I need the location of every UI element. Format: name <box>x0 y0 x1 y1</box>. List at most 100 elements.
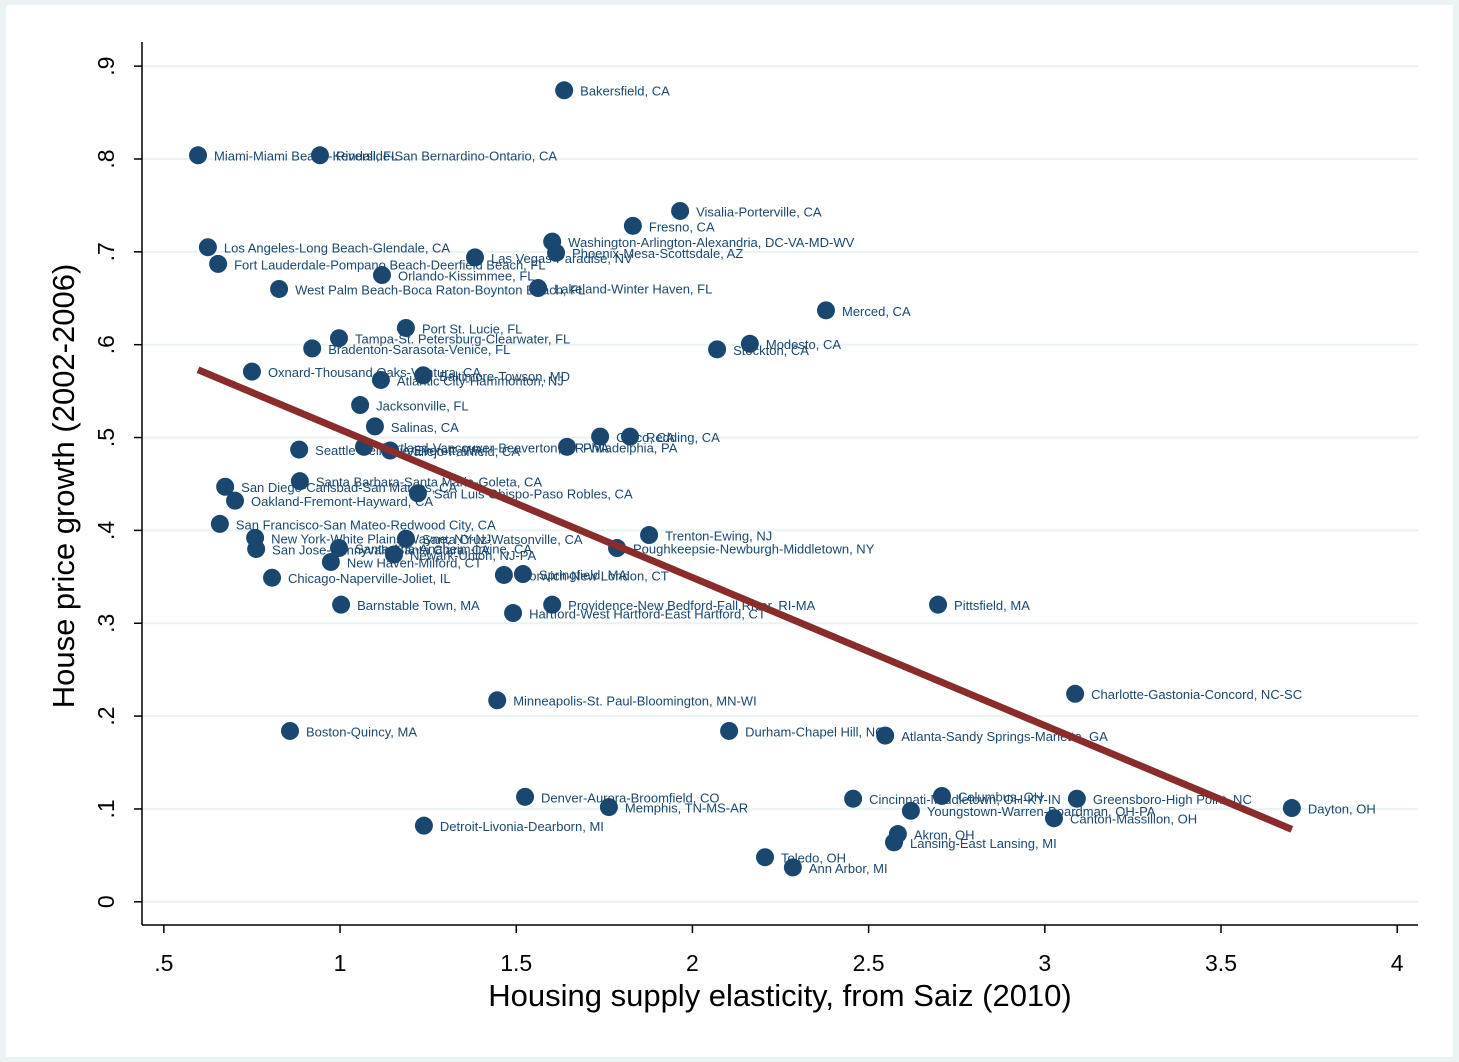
point <box>310 146 329 165</box>
point <box>408 484 427 503</box>
point-label: San Francisco-San Mateo-Redwood City, CA <box>236 517 496 532</box>
point <box>504 604 523 623</box>
point-label: Oakland-Fremont-Hayward, CA <box>251 494 433 509</box>
y-tick-label: .7 <box>93 242 119 261</box>
point <box>329 329 348 348</box>
y-tick-label: .1 <box>93 799 119 818</box>
point-label: Atlantic City-Hammonton, NJ <box>397 373 564 388</box>
point <box>720 721 739 740</box>
point <box>929 595 948 614</box>
point-label: Charlotte-Gastonia-Concord, NC-SC <box>1091 687 1302 702</box>
point-label: Memphis, TN-MS-AR <box>625 801 748 816</box>
point-label: Vallejo-Fairfield, CA <box>406 444 520 459</box>
point-label: New York-White Plains-Wayne, NY-NJ <box>271 531 491 546</box>
y-tick-label: .8 <box>93 149 119 168</box>
point <box>623 216 642 235</box>
point <box>494 565 513 584</box>
point-label: Denver-Aurora-Broomfield, CO <box>541 790 719 805</box>
x-tick-label: .5 <box>154 950 173 976</box>
point <box>901 801 920 820</box>
marks-layer: Bakersfield, CA Miami-Miami Beach-Kendall… <box>189 81 1376 877</box>
point <box>365 417 384 436</box>
point <box>529 279 548 298</box>
point-label: Modesto, CA <box>766 337 841 352</box>
point-label: Minneapolis-St. Paul-Bloomington, MN-WI <box>513 694 756 709</box>
point <box>209 254 228 273</box>
point <box>466 248 485 267</box>
point <box>557 437 576 456</box>
point <box>844 789 863 808</box>
point-label: Orlando-Kissimmee, FL <box>398 268 535 283</box>
point-label: Redding, CA <box>646 430 720 445</box>
point-label: Hartford-West Hartford-East Hartford, CT <box>529 606 766 621</box>
point <box>932 786 951 805</box>
point-label: Philadelphia, PA <box>583 440 678 455</box>
x-tick-label: 1 <box>334 950 347 976</box>
point <box>281 721 300 740</box>
point <box>303 339 322 358</box>
point <box>332 595 351 614</box>
point <box>555 81 574 100</box>
x-tick-label: 1.5 <box>500 950 532 976</box>
point <box>1282 799 1301 818</box>
point-label: Dayton, OH <box>1308 801 1376 816</box>
y-tick-label: .4 <box>93 521 119 540</box>
point <box>599 798 618 817</box>
point <box>198 238 217 257</box>
point-label: Newark-Union, NJ-PA <box>410 548 537 563</box>
point <box>270 279 289 298</box>
y-tick-label: .9 <box>93 57 119 76</box>
point-label: San Diego-Carlsbad-San Marcos, CA <box>241 480 457 495</box>
point <box>1067 789 1086 808</box>
point-label: Akron, OH <box>914 827 975 842</box>
point <box>488 691 507 710</box>
y-tick-label: .3 <box>93 614 119 633</box>
point-label: Los Angeles-Long Beach-Glendale, CA <box>224 241 451 256</box>
point-label: Riverside-San Bernardino-Ontario, CA <box>336 149 557 164</box>
point <box>591 427 610 446</box>
point <box>290 440 309 459</box>
point-label: Canton-Massillon, OH <box>1070 812 1197 827</box>
point-label: New Haven-Milford, CT <box>347 555 482 570</box>
point-label: Durham-Chapel Hill, NC <box>745 724 884 739</box>
point <box>242 362 261 381</box>
point-label: Lakeland-Winter Haven, FL <box>554 281 712 296</box>
point <box>371 370 390 389</box>
point-label: Port St. Lucie, FL <box>422 321 522 336</box>
point-label: Fort Lauderdale-Pompano Beach-Deerfield … <box>234 257 545 272</box>
point <box>543 595 562 614</box>
x-tick-label: 3.5 <box>1205 950 1237 976</box>
point <box>210 514 229 533</box>
point-label: Trenton-Ewing, NJ <box>665 528 772 543</box>
point <box>547 243 566 262</box>
point <box>189 146 208 165</box>
point-label: Springfield, MA <box>539 567 627 582</box>
fit-line <box>196 366 1294 833</box>
point-label: San Jose-Sunnyvale-Santa Clara, CA <box>272 542 490 557</box>
point-label: Miami-Miami Beach-Kendall, FL <box>214 149 398 164</box>
point-label: Jacksonville, FL <box>376 398 468 413</box>
x-axis-title: Housing supply elasticity, from Saiz (20… <box>488 978 1072 1013</box>
point <box>226 491 245 510</box>
point <box>414 816 433 835</box>
x-tick-label: 4 <box>1391 950 1404 976</box>
point-label: Visalia-Porterville, CA <box>696 204 822 219</box>
point-label: Stockton, CA <box>733 343 809 358</box>
point-label: Las Vegas-Paradise, NV <box>491 251 633 266</box>
point <box>513 565 532 584</box>
point-label: Fresno, CA <box>649 219 715 234</box>
point <box>740 334 759 353</box>
point-label: Lansing-East Lansing, MI <box>910 836 1057 851</box>
point <box>396 318 415 337</box>
point <box>876 726 895 745</box>
point <box>783 858 802 877</box>
point <box>321 552 340 571</box>
point-label: Bradenton-Sarasota-Venice, FL <box>328 342 510 357</box>
point-label: Chicago-Naperville-Joliet, IL <box>288 571 451 586</box>
x-tick-label: 2.5 <box>853 950 885 976</box>
x-tick-label: 2 <box>686 950 699 976</box>
point <box>290 472 309 491</box>
x-tick-label: 3 <box>1038 950 1051 976</box>
